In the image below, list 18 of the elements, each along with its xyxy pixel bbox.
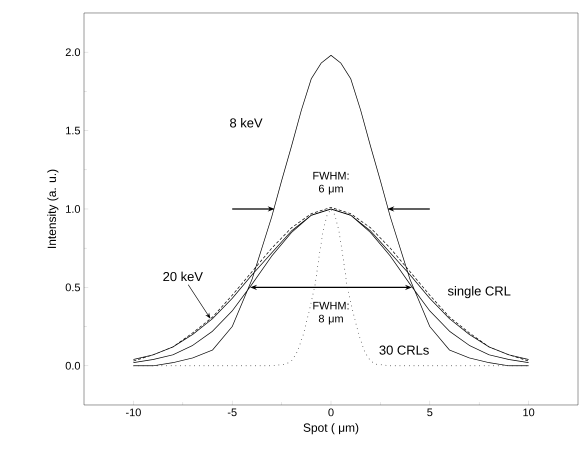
text: 20 keV bbox=[163, 272, 203, 282]
y-tick-label: 1.5 bbox=[66, 126, 80, 134]
x-tick-label: 0 bbox=[328, 408, 334, 416]
annotation: FWHM: 8 μm bbox=[313, 302, 349, 324]
series-label: 30 CRLs bbox=[379, 346, 429, 355]
text: 8 keV bbox=[230, 118, 263, 128]
y-tick-label: 0.5 bbox=[66, 284, 80, 292]
annotation: FWHM: 6 μm bbox=[313, 172, 349, 194]
x-tick-label: -5 bbox=[228, 408, 237, 416]
series-label: single CRL bbox=[448, 286, 510, 298]
y-tick-label: 1.0 bbox=[66, 205, 80, 213]
y-tick-label: 0.0 bbox=[66, 362, 80, 370]
y-axis-title: Intensity (a. u.) bbox=[47, 170, 58, 248]
x-tick-label: -10 bbox=[126, 408, 141, 416]
y-tick-label: 2.0 bbox=[66, 48, 80, 56]
x-tick-label: 10 bbox=[523, 408, 534, 416]
x-tick-label: 5 bbox=[427, 408, 432, 416]
x-axis-title: Spot ( μm) bbox=[304, 423, 358, 434]
